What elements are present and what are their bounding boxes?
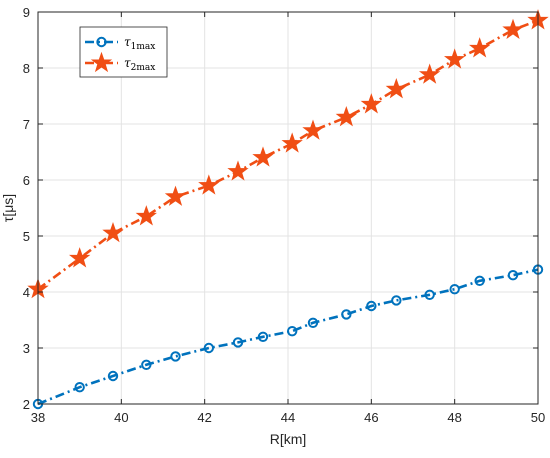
y-tick-label: 3 [23, 341, 30, 356]
legend-symbol: τ [124, 56, 131, 70]
x-tick-label: 48 [447, 410, 461, 425]
x-tick-label: 50 [531, 410, 545, 425]
legend-entry-1: τ1max [85, 35, 155, 52]
series-layer [27, 9, 549, 410]
circle-marker [170, 351, 181, 362]
star-marker [164, 185, 187, 206]
circle-marker [257, 331, 269, 342]
y-tick-label: 5 [23, 229, 30, 244]
legend-label: τ1max [124, 35, 155, 52]
circle-marker [203, 342, 215, 354]
x-tick-label: 38 [31, 410, 45, 425]
legend-subscript: 1max [131, 42, 156, 52]
circle-marker [341, 309, 352, 320]
ticks: 38 40 42 44 46 48 50 2 3 4 5 6 7 8 9 [23, 5, 545, 425]
star-marker [227, 160, 249, 181]
star-marker [335, 106, 357, 127]
legend-subscript: 2max [131, 63, 156, 73]
circle-marker [307, 317, 319, 328]
legend-marker [96, 36, 107, 48]
circle-marker [391, 295, 402, 306]
star-marker [198, 174, 220, 195]
star-marker [135, 205, 157, 226]
y-tick-label: 9 [23, 5, 30, 20]
x-tick-label: 46 [364, 410, 378, 425]
y-tick-label: 4 [23, 285, 30, 300]
circle-marker [232, 337, 244, 348]
star-marker [360, 93, 382, 114]
x-tick-label: 44 [281, 410, 295, 425]
series-1 [32, 264, 544, 410]
circle-marker [141, 359, 152, 370]
star-marker [252, 146, 274, 167]
star-marker [385, 78, 407, 99]
series-2 [27, 9, 549, 299]
star-marker [419, 63, 441, 84]
circle-marker [507, 270, 519, 281]
star-marker [102, 221, 124, 243]
circle-marker [74, 382, 85, 393]
circle-marker [474, 275, 485, 286]
circle-marker [424, 289, 435, 300]
star-marker [469, 37, 491, 58]
legend-label: τ2max [124, 56, 155, 73]
circle-marker [449, 284, 460, 295]
star-marker [444, 48, 466, 69]
legend-box [79, 26, 168, 78]
y-axis-label: τ[μs] [0, 194, 16, 222]
legend-entry-2: τ2max [85, 51, 155, 73]
x-tick-label: 40 [114, 410, 128, 425]
circle-marker [366, 300, 377, 312]
y-tick-label: 8 [23, 61, 30, 76]
star-marker [502, 18, 524, 39]
star-marker [69, 247, 91, 268]
circle-marker [107, 370, 119, 382]
star-marker [302, 119, 324, 140]
circle-marker [286, 326, 298, 337]
star-marker [281, 132, 303, 153]
legend-symbol: τ [124, 35, 131, 49]
y-tick-label: 2 [23, 397, 30, 412]
legend-marker [90, 51, 113, 73]
x-axis-label: R[km] [270, 431, 307, 447]
y-tick-label: 7 [23, 117, 30, 132]
y-tick-label: 6 [23, 173, 30, 188]
x-tick-label: 42 [197, 410, 211, 425]
